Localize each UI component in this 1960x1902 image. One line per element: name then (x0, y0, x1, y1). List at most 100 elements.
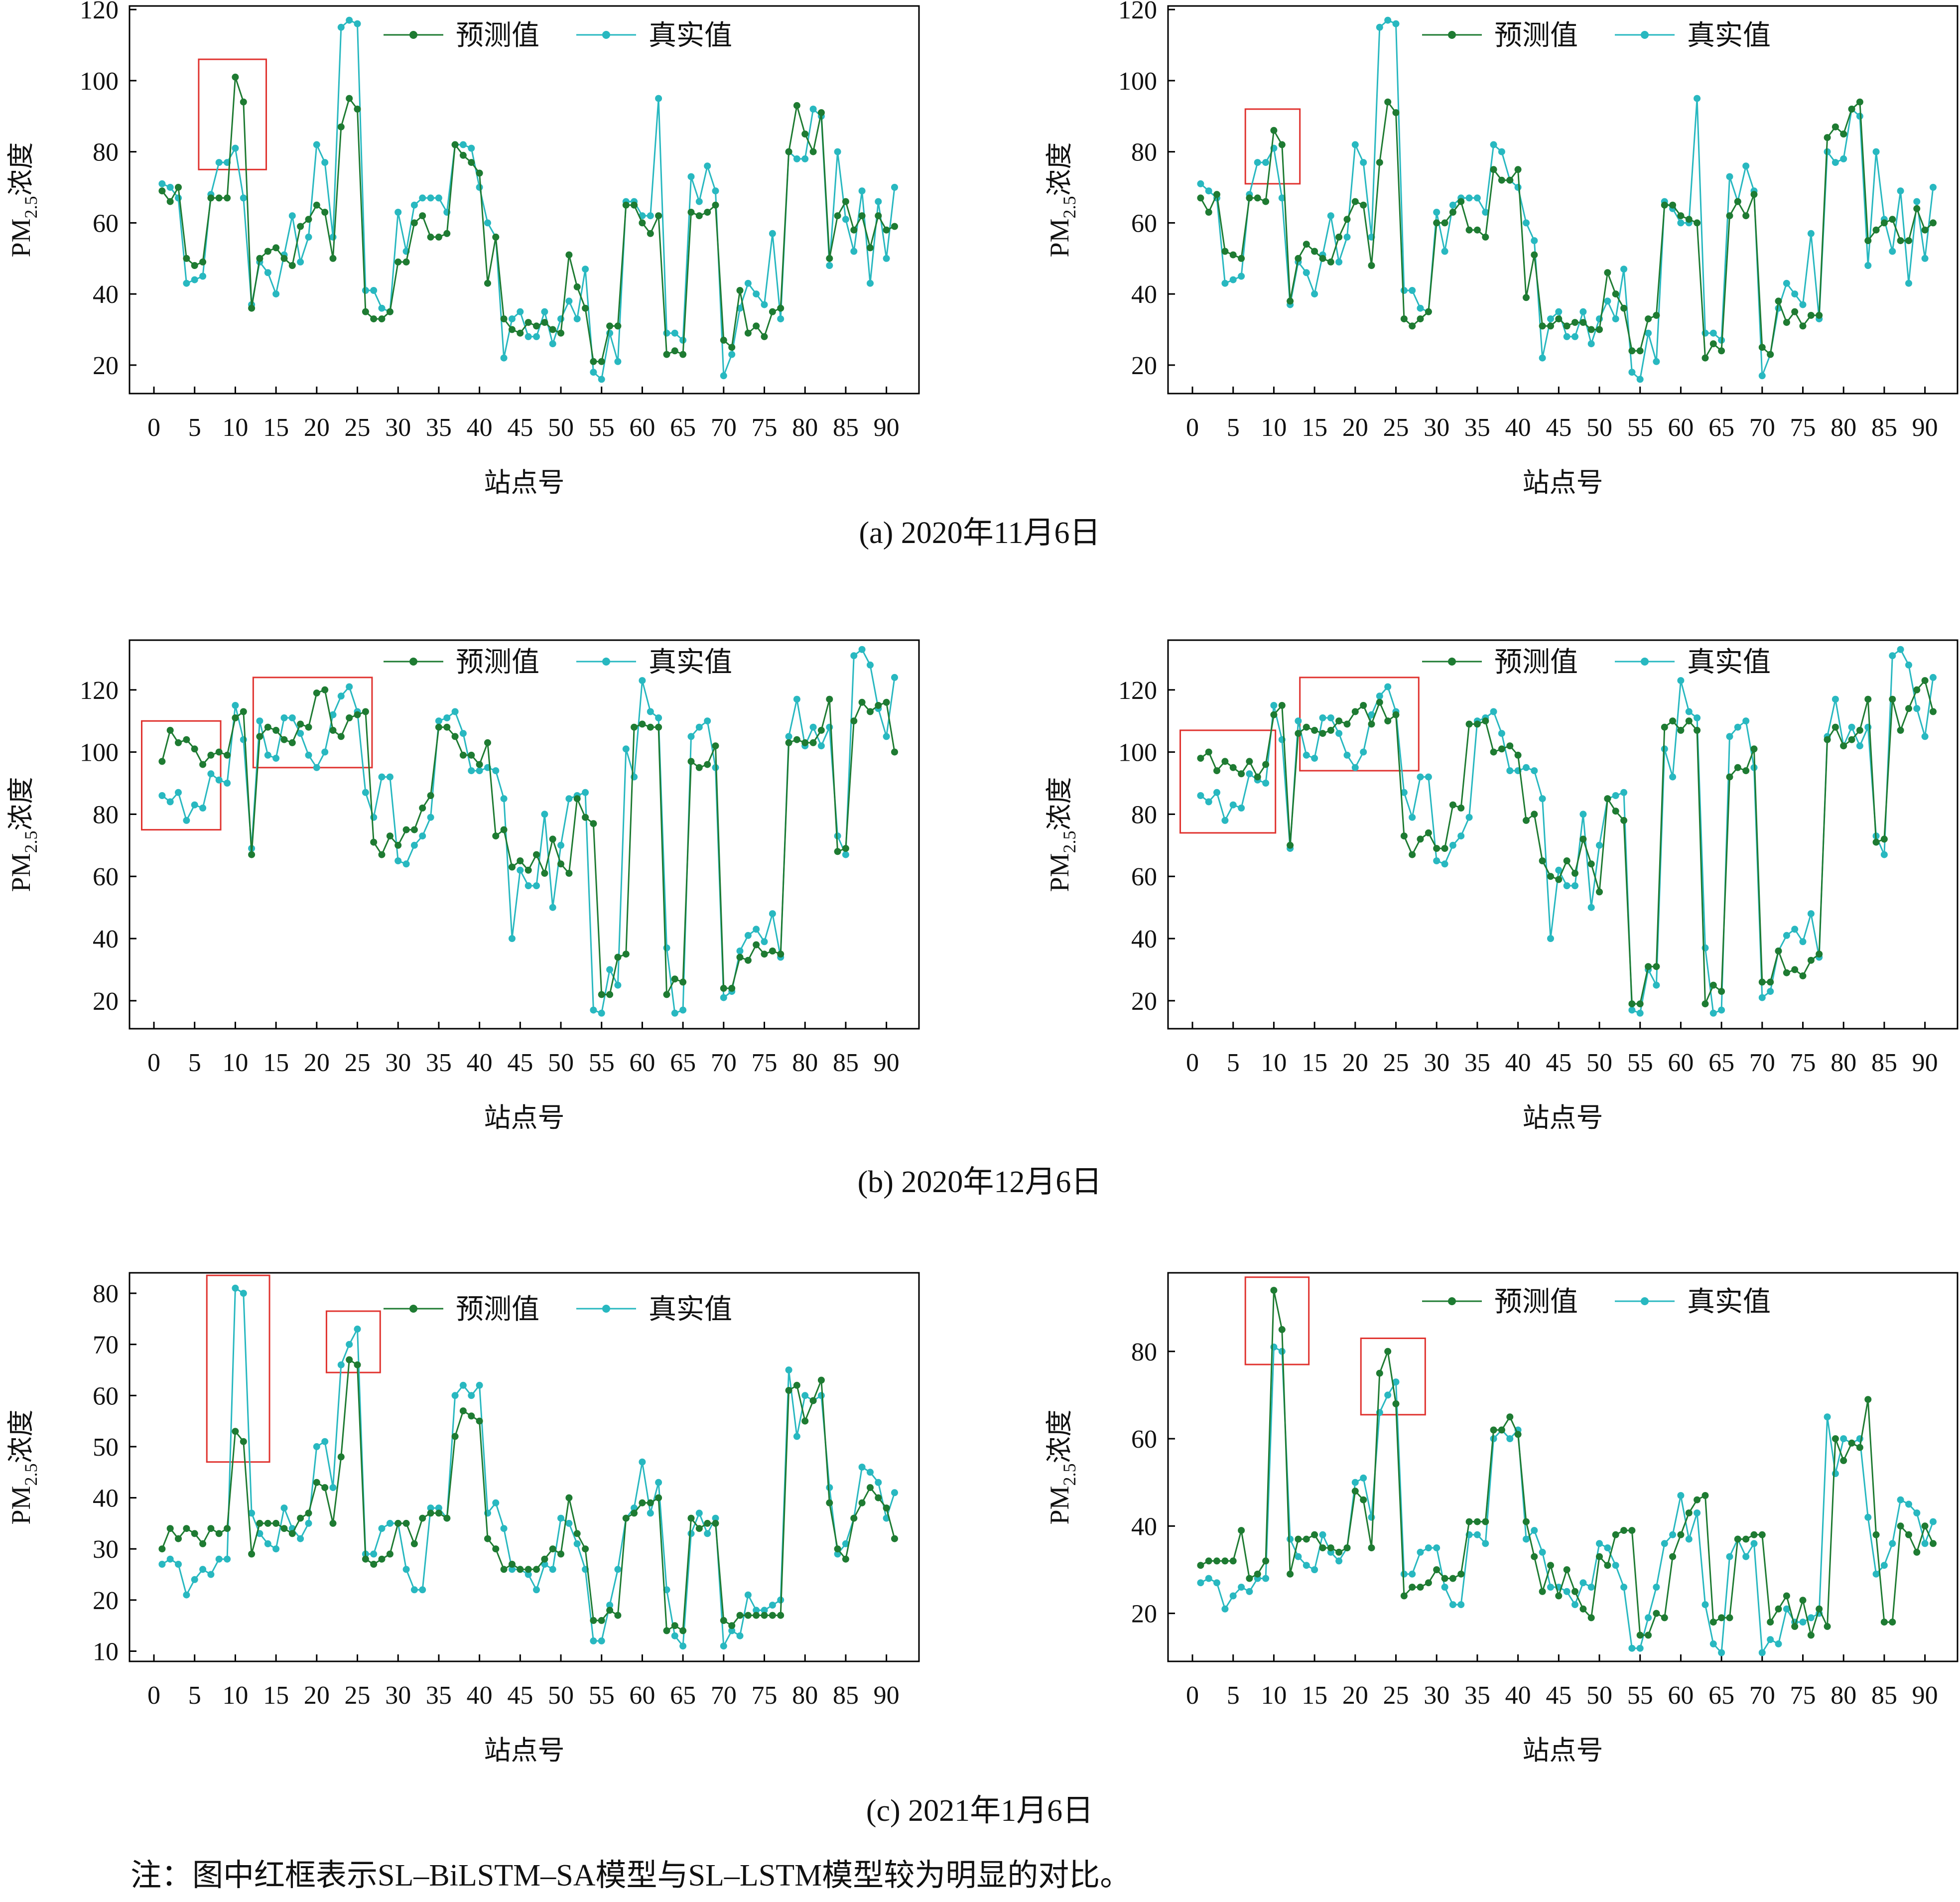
x-tick-label: 45 (507, 1681, 533, 1710)
predicted-point (867, 708, 874, 715)
predicted-point (1335, 717, 1343, 725)
y-tick-label: 60 (93, 209, 119, 238)
predicted-point (1319, 1544, 1326, 1552)
predicted-point (1514, 166, 1522, 173)
actual-point (883, 255, 890, 262)
predicted-point (1816, 1605, 1823, 1613)
predicted-point (622, 951, 630, 958)
predicted-point (573, 1530, 581, 1537)
highlight-box (141, 720, 222, 831)
actual-point (1669, 773, 1677, 781)
predicted-point (1368, 1544, 1375, 1552)
predicted-point (541, 1555, 548, 1563)
predicted-point (695, 212, 703, 220)
legend-predicted-marker (1448, 31, 1456, 39)
actual-point (215, 159, 223, 166)
predicted-point (1709, 981, 1717, 989)
predicted-point (1791, 308, 1799, 315)
predicted-point (158, 187, 166, 195)
predicted-point (1930, 219, 1937, 227)
actual-point (1628, 369, 1636, 376)
actual-point (476, 1381, 483, 1389)
predicted-point (647, 723, 654, 731)
plot-frame (1167, 5, 1959, 395)
chart-panel-c-right: 0 5 10 15 20 25 30 35 40 45 50 55 60 65 70 75 80 85 90 20 40… (1045, 1272, 1959, 1766)
actual-point (1571, 333, 1578, 340)
x-tick-label: 75 (1790, 413, 1816, 442)
predicted-point (1816, 312, 1823, 319)
actual-point (582, 266, 589, 273)
predicted-point (549, 326, 556, 333)
x-tick-label: 20 (1342, 413, 1368, 442)
actual-point (1221, 816, 1229, 824)
legend-actual-marker (602, 1305, 610, 1313)
predicted-point (1783, 319, 1790, 326)
x-tick-label: 90 (874, 413, 900, 442)
actual-point (875, 198, 882, 205)
actual-point (443, 714, 451, 721)
predicted-point (158, 758, 166, 765)
actual-point (891, 184, 898, 191)
predicted-point (1351, 708, 1359, 715)
actual-point (1205, 187, 1212, 195)
predicted-point (1278, 141, 1286, 148)
predicted-point (1213, 191, 1220, 198)
x-tick-label: 50 (1586, 413, 1612, 442)
predicted-series-line (1200, 1290, 1934, 1638)
actual-point (1335, 258, 1343, 266)
actual-point (834, 832, 841, 840)
predicted-point (313, 1479, 320, 1486)
predicted-point (272, 1519, 280, 1527)
predicted-point (809, 739, 817, 746)
predicted-point (671, 975, 678, 983)
predicted-point (1238, 255, 1245, 262)
x-tick-label: 5 (188, 1681, 201, 1710)
predicted-point (1441, 219, 1448, 227)
predicted-point (622, 1514, 630, 1522)
actual-point (736, 948, 744, 954)
predicted-point (1376, 698, 1383, 706)
actual-point (378, 1525, 386, 1532)
predicted-point (639, 720, 646, 728)
predicted-point (459, 751, 467, 759)
actual-point (1368, 1513, 1375, 1521)
predicted-point (720, 336, 727, 344)
predicted-series-line (1200, 679, 1934, 1005)
predicted-point (1701, 354, 1709, 362)
actual-point (769, 230, 776, 237)
predicted-point (891, 1535, 898, 1542)
predicted-point (280, 1525, 288, 1532)
actual-point (1709, 329, 1717, 337)
actual-point (1636, 1009, 1644, 1017)
actual-point (1726, 733, 1733, 740)
predicted-point (1645, 315, 1652, 323)
predicted-point (1465, 720, 1473, 728)
actual-point (1335, 730, 1343, 737)
predicted-point (248, 304, 256, 312)
predicted-point (1392, 1400, 1400, 1407)
predicted-point (517, 1566, 524, 1573)
x-tick-label: 85 (1871, 1049, 1897, 1077)
x-tick-label: 0 (147, 413, 160, 442)
predicted-point (1677, 1531, 1685, 1538)
actual-point (883, 733, 890, 740)
predicted-point (1555, 876, 1563, 883)
x-tick-label: 10 (222, 413, 248, 442)
predicted-point (753, 941, 760, 949)
predicted-point (329, 727, 337, 734)
predicted-point (704, 209, 711, 216)
predicted-point (891, 748, 898, 756)
actual-point (410, 201, 418, 209)
actual-point (1930, 1518, 1937, 1525)
actual-point (1441, 248, 1448, 255)
predicted-point (175, 1535, 182, 1542)
actual-point (199, 272, 207, 280)
y-tick-label: 20 (93, 352, 119, 380)
actual-point (191, 801, 198, 809)
chart-panel-c-left: 0 5 10 15 20 25 30 35 40 45 50 55 60 65 70 75 80 85 90 10 20… (6, 1272, 920, 1766)
actual-point (394, 857, 402, 864)
actual-point (1612, 1562, 1619, 1569)
actual-point (1913, 1509, 1921, 1516)
actual-point (517, 866, 524, 874)
